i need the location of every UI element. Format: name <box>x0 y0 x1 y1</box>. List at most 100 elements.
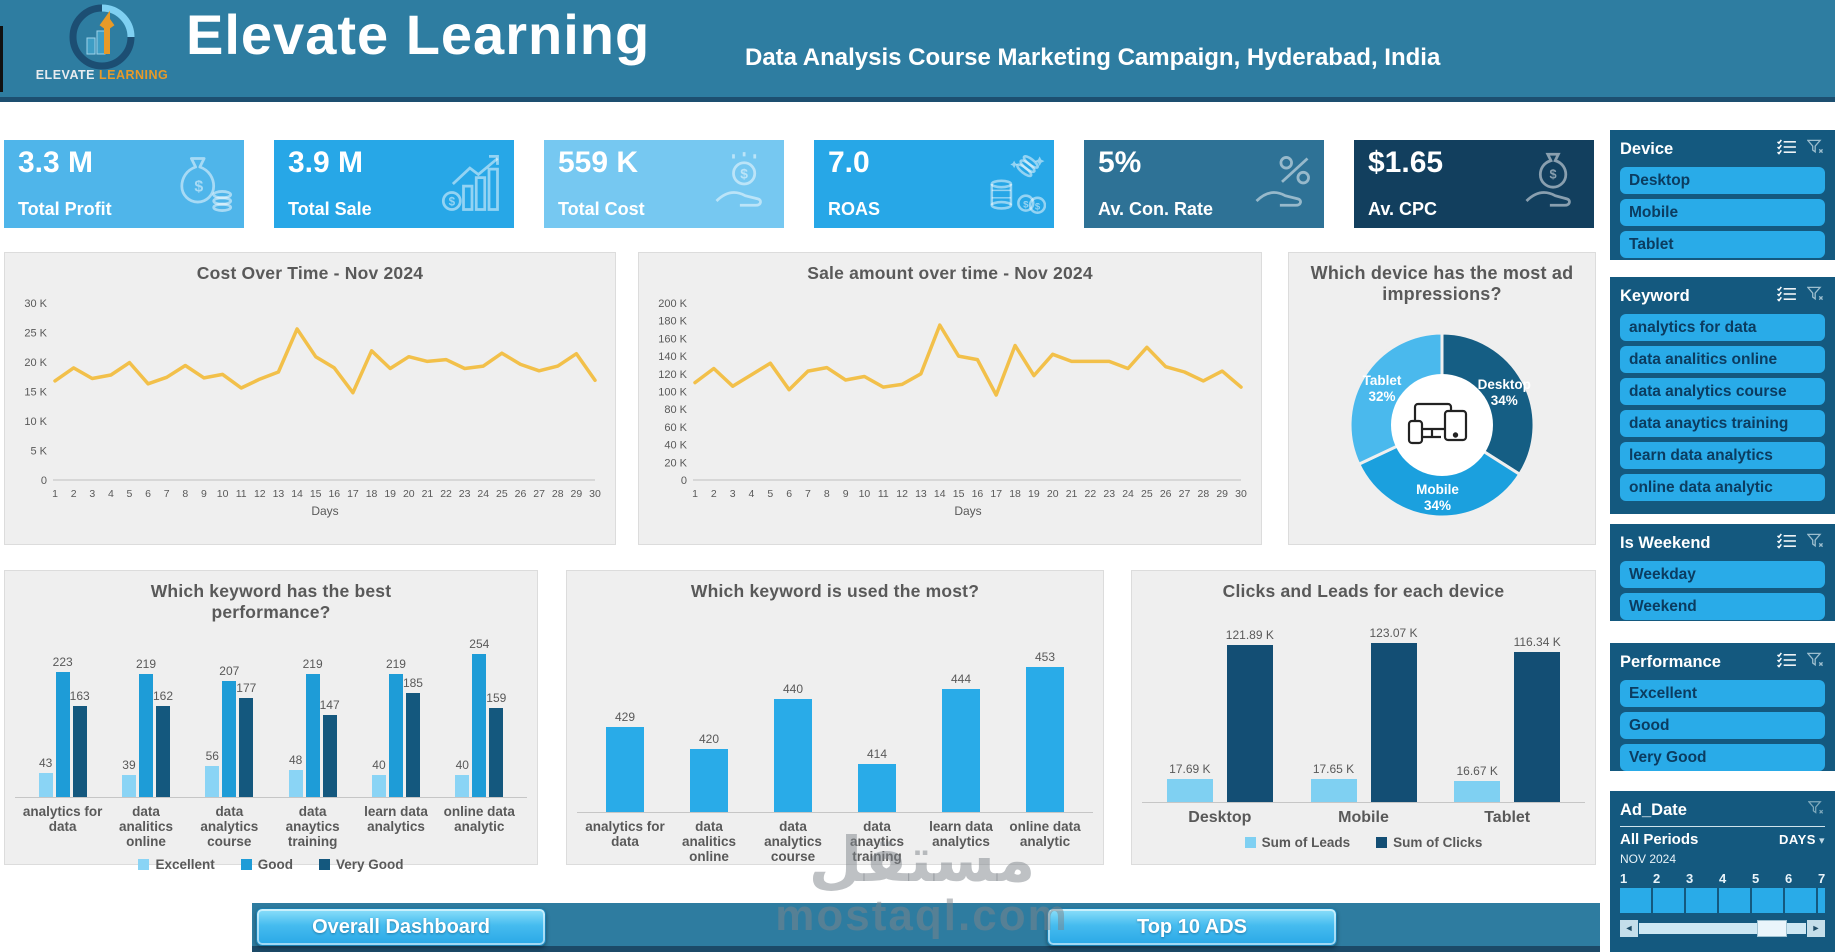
is-weekend-slicer: Is Weekend Weekday Weekend <box>1610 524 1835 621</box>
keyword-performance-bar[interactable]: 40 <box>455 758 470 797</box>
top-10-ads-button[interactable]: Top 10 ADS <box>1047 908 1337 946</box>
legend-item[interactable]: Sum of Clicks <box>1376 835 1482 850</box>
clear-filter-icon[interactable] <box>1806 286 1825 306</box>
clicks-leads-device-bar[interactable]: 123.07 K <box>1369 626 1418 802</box>
scroll-left-arrow[interactable]: ◄ <box>1620 920 1638 937</box>
timeline-cell[interactable] <box>1719 888 1750 913</box>
svg-text:11: 11 <box>236 488 247 500</box>
svg-text:6: 6 <box>786 488 792 500</box>
slicer-item-weekday[interactable]: Weekday <box>1620 561 1825 588</box>
slicer-item-good[interactable]: Good <box>1620 712 1825 739</box>
keyword-performance-bar[interactable]: 39 <box>121 758 136 797</box>
bar-value-label: 453 <box>1034 649 1056 664</box>
clear-filter-icon[interactable] <box>1806 652 1825 672</box>
timeline-cell[interactable] <box>1752 888 1783 913</box>
bar-value-label: 123.07 K <box>1369 626 1418 640</box>
bar-value-label: 17.69 K <box>1169 762 1211 777</box>
scrollbar-track[interactable] <box>1639 920 1806 937</box>
scroll-right-arrow[interactable]: ► <box>1807 920 1825 937</box>
keyword-performance-bar[interactable]: 43 <box>38 756 53 797</box>
multi-select-icon[interactable] <box>1776 652 1797 673</box>
keyword-usage-bar[interactable]: 453 <box>1026 650 1064 812</box>
keyword-performance-bar[interactable]: 254 <box>469 637 489 797</box>
legend-item[interactable]: Very Good <box>319 857 404 872</box>
svg-text:15 K: 15 K <box>24 387 47 399</box>
keyword-performance-bar[interactable]: 40 <box>371 758 386 797</box>
day-tick: 2 <box>1653 871 1661 886</box>
logo: ELEVATE LEARNING <box>32 4 172 82</box>
clicks-leads-device-bar[interactable]: 121.89 K <box>1226 628 1274 802</box>
keyword-performance-bar[interactable]: 159 <box>486 691 506 797</box>
multi-select-icon[interactable] <box>1776 139 1797 160</box>
timeline-cell[interactable] <box>1785 888 1816 913</box>
slicer-item-data-analytics-course[interactable]: data analytics course <box>1620 378 1825 405</box>
clear-filter-icon[interactable] <box>1806 533 1825 553</box>
svg-text:2: 2 <box>711 488 717 500</box>
kpi-label: ROAS <box>828 199 881 219</box>
overall-dashboard-button[interactable]: Overall Dashboard <box>256 908 546 946</box>
timeline-cell[interactable] <box>1686 888 1717 913</box>
slicer-item-data-analitics-online[interactable]: data analitics online <box>1620 346 1825 373</box>
clear-filter-icon[interactable] <box>1807 800 1825 820</box>
keyword-slicer: Keyword analytics for data data analitics … <box>1610 277 1835 514</box>
timeline-cell[interactable] <box>1620 888 1651 913</box>
clicks-leads-device-bar[interactable]: 16.67 K <box>1454 764 1501 802</box>
kpi-card-av-con-rate: 5% Av. Con. Rate <box>1084 140 1324 228</box>
svg-text:9: 9 <box>843 488 849 500</box>
keyword-performance-bar[interactable]: 177 <box>236 681 256 797</box>
granularity-dropdown[interactable]: DAYS ▾ <box>1779 832 1825 847</box>
svg-text:0: 0 <box>681 475 687 487</box>
keyword-usage-bar[interactable]: 429 <box>606 710 644 812</box>
keyword-performance-bar[interactable]: 219 <box>386 657 406 797</box>
clicks-leads-device-bar[interactable]: 17.65 K <box>1310 762 1357 802</box>
slicer-item-weekend[interactable]: Weekend <box>1620 593 1825 620</box>
clicks-leads-device-bar[interactable]: 116.34 K <box>1514 635 1561 802</box>
legend-item[interactable]: Excellent <box>138 857 215 872</box>
timeline-cell[interactable] <box>1653 888 1684 913</box>
keyword-performance-bar[interactable]: 162 <box>153 689 173 797</box>
clear-filter-icon[interactable] <box>1806 139 1825 159</box>
slicer-item-analytics-for-data[interactable]: analytics for data <box>1620 314 1825 341</box>
slicer-item-desktop[interactable]: Desktop <box>1620 167 1825 194</box>
keyword-usage-bar[interactable]: 414 <box>858 747 896 812</box>
keyword-performance-bar[interactable]: 147 <box>320 698 340 797</box>
scrollbar-thumb[interactable] <box>1757 920 1787 937</box>
keyword-performance-bar[interactable]: 207 <box>219 664 239 797</box>
slicer-item-online-data-analytic[interactable]: online data analytic <box>1620 474 1825 501</box>
svg-text:15: 15 <box>953 488 965 500</box>
svg-text:14: 14 <box>291 488 303 500</box>
svg-text:17: 17 <box>990 488 1002 500</box>
slicer-item-mobile[interactable]: Mobile <box>1620 199 1825 226</box>
keyword-performance-bar[interactable]: 163 <box>70 689 90 797</box>
svg-text:10: 10 <box>859 488 871 500</box>
keyword-performance-bar[interactable]: 48 <box>288 753 303 797</box>
category-label: online data analytic <box>443 804 515 835</box>
slicer-item-tablet[interactable]: Tablet <box>1620 231 1825 258</box>
keyword-usage-bar[interactable]: 440 <box>774 682 812 812</box>
svg-text:30 K: 30 K <box>24 298 47 310</box>
clicks-leads-device-bar[interactable]: 17.69 K <box>1166 762 1213 802</box>
kpi-label: Av. CPC <box>1368 199 1438 219</box>
slicer-item-excellent[interactable]: Excellent <box>1620 680 1825 707</box>
slicer-item-learn-data-analytics[interactable]: learn data analytics <box>1620 442 1825 469</box>
keyword-performance-bar[interactable]: 56 <box>205 749 220 797</box>
bar-value-label: 159 <box>486 690 507 705</box>
legend-item[interactable]: Good <box>240 857 293 872</box>
keyword-performance-bar[interactable]: 219 <box>136 657 156 797</box>
keyword-performance-bar[interactable]: 185 <box>403 676 423 797</box>
multi-select-icon[interactable] <box>1776 533 1797 554</box>
slicer-item-very-good[interactable]: Very Good <box>1620 744 1825 771</box>
svg-text:20 K: 20 K <box>664 457 687 469</box>
svg-text:30: 30 <box>1235 488 1247 500</box>
keyword-performance-bar[interactable]: 219 <box>303 657 323 797</box>
timeline-cell[interactable] <box>1818 888 1825 913</box>
svg-text:18: 18 <box>366 488 378 500</box>
keyword-usage-bar[interactable]: 444 <box>942 672 980 812</box>
keyword-performance-bar[interactable]: 223 <box>53 655 73 797</box>
category-label: data anaytics training <box>849 819 905 865</box>
keyword-usage-bar[interactable]: 420 <box>690 732 728 812</box>
slicer-item-data-anaytics-training[interactable]: data anaytics training <box>1620 410 1825 437</box>
multi-select-icon[interactable] <box>1776 286 1797 307</box>
legend-item[interactable]: Sum of Leads <box>1244 835 1350 850</box>
cost-over-time-chart: Cost Over Time - Nov 2024 30 K 25 K 20 K 15 … <box>4 252 616 545</box>
